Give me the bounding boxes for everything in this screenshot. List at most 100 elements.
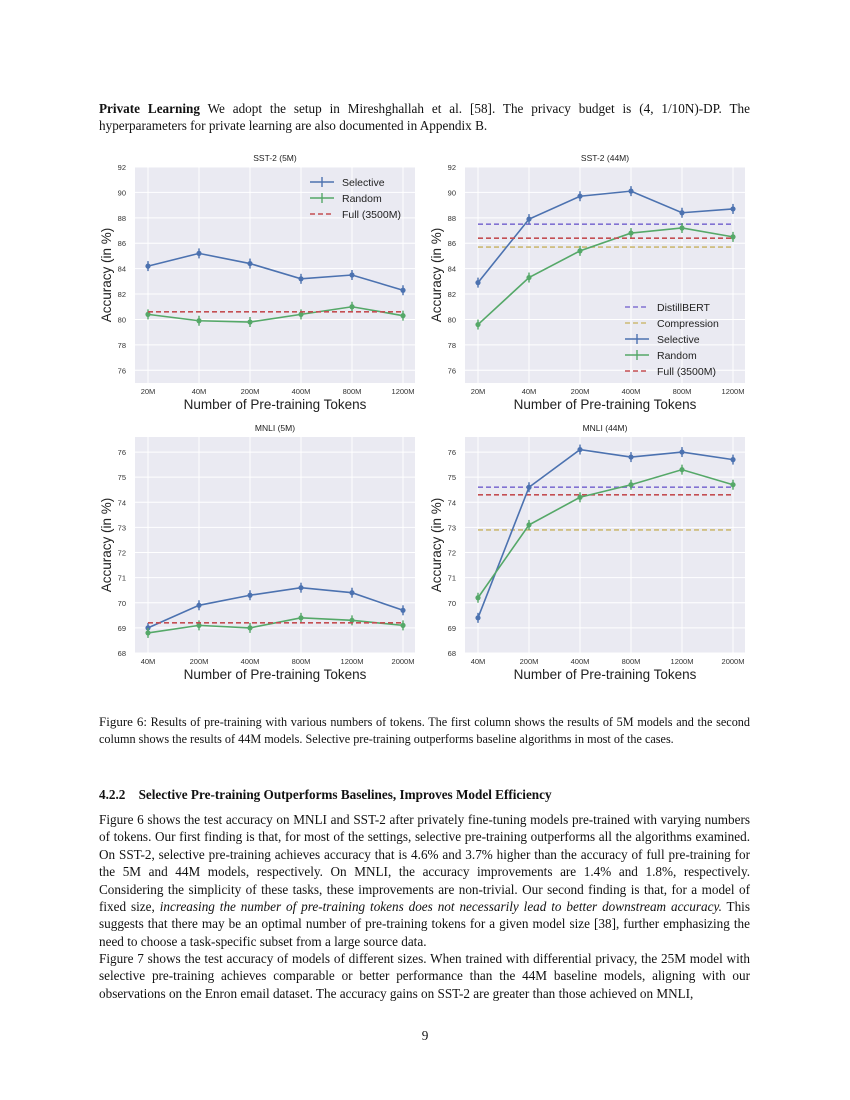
random-point xyxy=(298,311,304,317)
selective-point xyxy=(247,592,253,598)
x-tick-label: 200M xyxy=(520,657,539,666)
random-point xyxy=(577,494,583,500)
random-point xyxy=(577,248,583,254)
chart-mnli-44m: MNLI (44M) 68 69 70 71 72 73 74 75 76 40M 200M 400M 8… xyxy=(429,423,745,682)
y-tick-label: 71 xyxy=(118,574,126,583)
body-paragraph-1: Figure 6 shows the test accuracy on MNLI… xyxy=(99,812,750,949)
selective-point xyxy=(196,602,202,608)
y-tick-label: 72 xyxy=(118,549,126,558)
y-tick-label: 92 xyxy=(448,163,456,172)
legend-label: Random xyxy=(657,350,697,362)
random-point xyxy=(730,234,736,240)
legend-label: Selective xyxy=(342,177,385,189)
y-axis-label: Accuracy (in %) xyxy=(429,498,444,593)
y-tick-label: 75 xyxy=(448,473,456,482)
random-point xyxy=(526,274,532,281)
legend-label: DistillBERT xyxy=(657,302,710,314)
y-tick-label: 82 xyxy=(118,290,126,299)
random-point xyxy=(247,625,253,631)
random-point xyxy=(145,630,151,636)
x-tick-label: 400M xyxy=(292,387,311,396)
private-learning-paragraph: Private Learning We adopt the setup in M… xyxy=(99,101,750,134)
y-tick-label: 74 xyxy=(448,498,456,507)
x-tick-label: 200M xyxy=(190,657,209,666)
page-number: 9 xyxy=(421,1028,429,1043)
section-heading: 4.2.2 Selective Pre-training Outperforms… xyxy=(99,787,552,802)
x-tick-label: 40M xyxy=(471,657,486,666)
y-axis-label: Accuracy (in %) xyxy=(99,498,114,593)
chart-sst2-44m: SST-2 (44M) 76 78 80 82 84 86 88 90 92 20M 40M 200M 4… xyxy=(429,153,745,412)
selective-point xyxy=(730,457,736,463)
selective-line xyxy=(147,586,404,629)
x-tick-label: 800M xyxy=(622,657,641,666)
random-point xyxy=(400,313,406,319)
legend-label: Compression xyxy=(657,318,719,330)
y-tick-label: 82 xyxy=(448,290,456,299)
selective-point xyxy=(577,446,583,453)
y-tick-label: 92 xyxy=(118,163,126,172)
y-tick-label: 76 xyxy=(448,366,456,375)
plot-area xyxy=(135,167,415,383)
random-line xyxy=(477,227,734,326)
y-tick-label: 69 xyxy=(448,624,456,633)
random-line xyxy=(147,617,404,634)
y-tick-label: 76 xyxy=(118,448,126,457)
x-tick-label: 40M xyxy=(141,657,156,666)
selective-point xyxy=(679,449,685,455)
random-point xyxy=(145,311,151,317)
legend-label: Random xyxy=(342,193,382,205)
y-tick-label: 86 xyxy=(118,239,126,248)
x-tick-label: 2000M xyxy=(392,657,415,666)
random-point xyxy=(196,622,202,628)
selective-point xyxy=(628,454,634,460)
random-point xyxy=(400,622,406,628)
chart-title: SST-2 (44M) xyxy=(581,153,629,163)
y-tick-label: 88 xyxy=(118,214,126,223)
x-tick-label: 20M xyxy=(141,387,156,396)
figure-caption: Figure 6: Results of pre-training with v… xyxy=(99,714,750,746)
x-axis-label: Number of Pre-training Tokens xyxy=(514,397,697,412)
body-paragraph-2: Figure 7 shows the test accuracy of mode… xyxy=(99,951,750,1001)
y-axis-label: Accuracy (in %) xyxy=(429,228,444,323)
y-tick-label: 70 xyxy=(118,599,126,608)
random-point xyxy=(247,319,253,325)
legend-label: Full (3500M) xyxy=(342,209,401,221)
x-tick-label: 1200M xyxy=(722,387,745,396)
selective-point xyxy=(247,260,253,267)
y-tick-label: 72 xyxy=(448,549,456,558)
selective-point xyxy=(577,193,583,199)
selective-point xyxy=(526,216,532,222)
selective-point xyxy=(349,272,355,278)
selective-point xyxy=(349,590,355,596)
y-tick-label: 75 xyxy=(118,473,126,482)
y-tick-label: 68 xyxy=(118,649,126,658)
random-point xyxy=(196,318,202,324)
selective-point xyxy=(730,206,736,212)
y-tick-label: 76 xyxy=(448,448,456,457)
random-point xyxy=(628,482,634,488)
paragraph-heading: Private Learning xyxy=(99,101,200,116)
x-tick-label: 200M xyxy=(571,387,590,396)
x-tick-label: 400M xyxy=(571,657,590,666)
y-tick-label: 86 xyxy=(448,239,456,248)
selective-point xyxy=(475,280,481,286)
y-tick-label: 74 xyxy=(118,498,126,507)
selective-point xyxy=(400,287,406,293)
selective-point xyxy=(526,484,532,490)
y-tick-label: 73 xyxy=(118,523,126,532)
x-tick-label: 20M xyxy=(471,387,486,396)
selective-line xyxy=(477,448,734,619)
y-tick-label: 70 xyxy=(448,599,456,608)
x-axis-label: Number of Pre-training Tokens xyxy=(184,667,367,682)
random-point xyxy=(298,615,304,621)
selective-point xyxy=(145,625,151,631)
selective-line xyxy=(147,252,404,292)
y-tick-label: 80 xyxy=(448,315,456,324)
selective-point xyxy=(628,188,634,194)
random-point xyxy=(679,467,685,473)
legend-label: Full (3500M) xyxy=(657,366,716,378)
x-axis-label: Number of Pre-training Tokens xyxy=(184,397,367,412)
x-tick-label: 800M xyxy=(343,387,362,396)
privacy-budget-math: (4, 1/10N) xyxy=(639,101,699,116)
selective-line xyxy=(477,190,734,284)
